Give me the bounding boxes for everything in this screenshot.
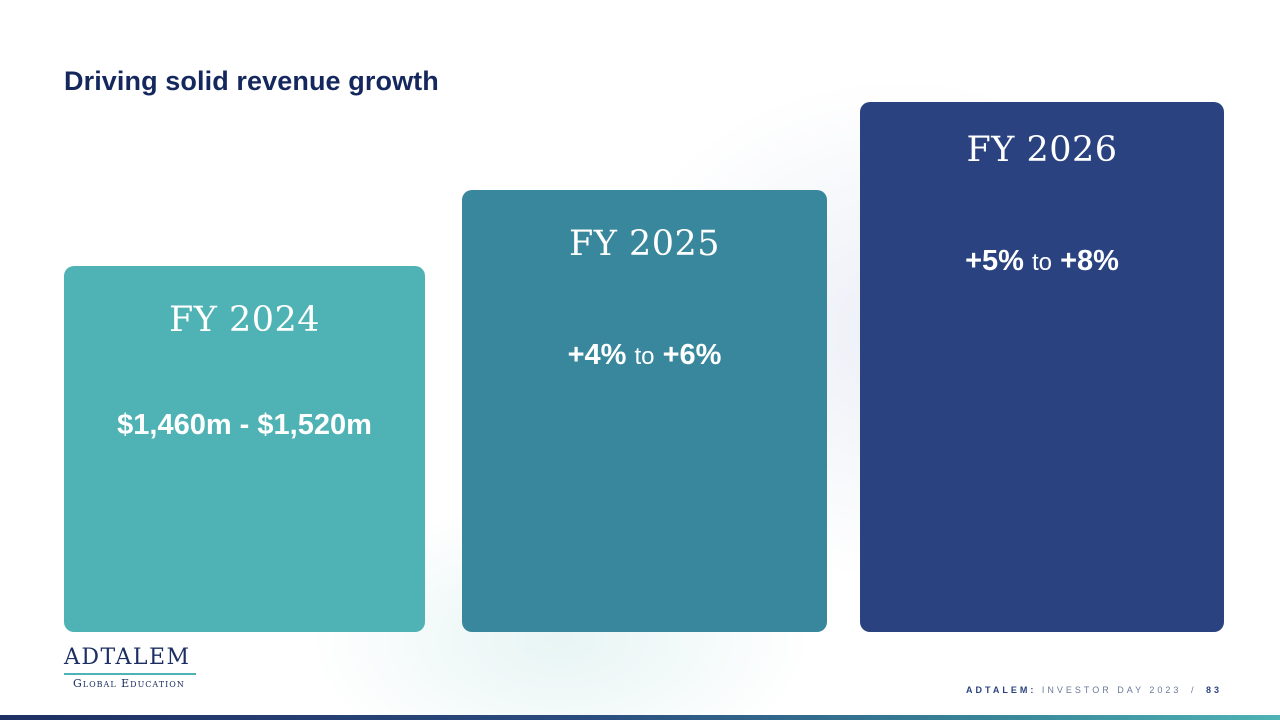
fy2026-growth-range: +5% to +8% <box>860 245 1224 278</box>
fy2024-revenue-range: $1,460m - $1,520m <box>117 409 372 441</box>
slide-footer: ADTALEM: INVESTOR DAY 2023 / 83 <box>966 685 1222 695</box>
fy2025-growth-joiner: to <box>634 343 655 370</box>
logo-wordmark: ADTALEM <box>64 645 191 670</box>
fy2025-growth-range: +4% to +6% <box>462 339 827 372</box>
fy2024-card: FY 2024 $1,460m - $1,520m <box>64 266 425 632</box>
fy2024-label: FY 2024 <box>168 300 321 340</box>
fy2025-card: FY 2025 +4% to +6% <box>462 190 827 632</box>
logo-tagline: Global Education <box>73 677 185 690</box>
bottom-accent-bar <box>0 715 1280 720</box>
fy2026-growth-low: +5% <box>965 245 1024 277</box>
footer-event: INVESTOR DAY 2023 <box>1041 685 1182 695</box>
fy2026-card: FY 2026 +5% to +8% <box>860 102 1224 632</box>
company-logo: ADTALEM Global Education <box>64 646 198 690</box>
fy2026-growth-high: +8% <box>1060 245 1119 277</box>
logo-underline <box>64 673 196 675</box>
page-number: 83 <box>1205 685 1222 695</box>
fy2026-growth-joiner: to <box>1031 249 1052 276</box>
slide-title: Driving solid revenue growth <box>64 66 439 96</box>
fy2025-label: FY 2025 <box>568 224 721 264</box>
footer-brand: ADTALEM: <box>966 685 1037 695</box>
fy2026-label: FY 2026 <box>966 130 1118 170</box>
footer-separator: / <box>1190 685 1197 695</box>
fy2025-growth-high: +6% <box>662 339 722 371</box>
fy2025-growth-low: +4% <box>567 339 627 371</box>
